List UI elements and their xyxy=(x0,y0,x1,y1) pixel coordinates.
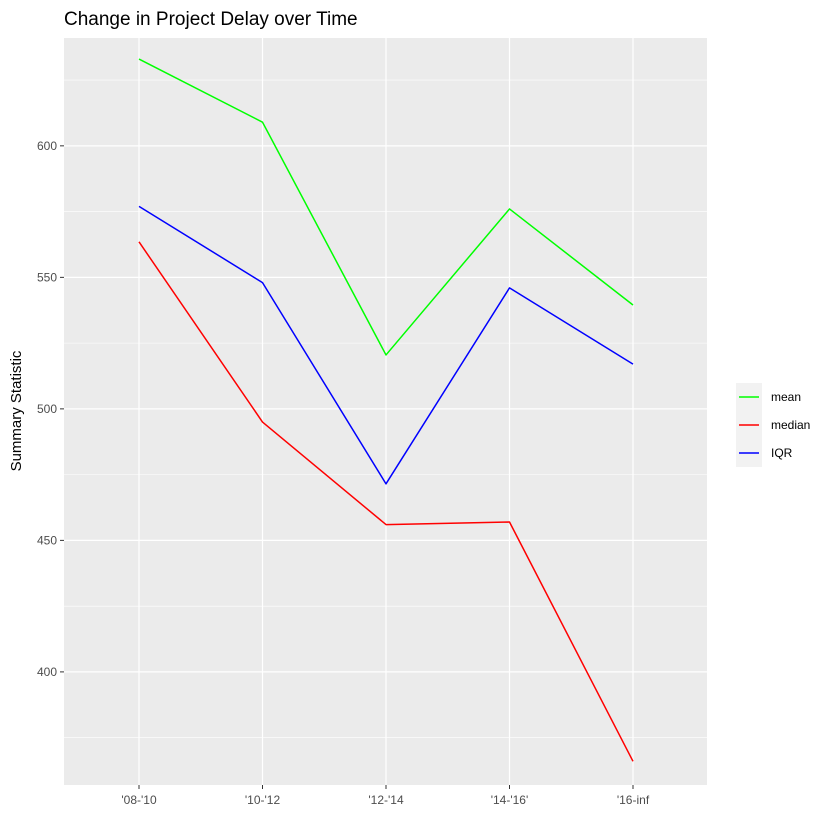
series-line-iqr xyxy=(138,205,634,485)
y-axis: 400 450 500 550 600 xyxy=(37,139,64,679)
series-line-mean xyxy=(138,58,634,356)
legend: mean median IQR xyxy=(736,383,810,467)
y-tick-label: 500 xyxy=(37,402,57,416)
x-tick-label: '08-'10 xyxy=(121,793,157,807)
y-tick-label: 550 xyxy=(37,270,57,284)
y-tick-label: 600 xyxy=(37,139,57,153)
y-axis-title: Summary Statistic xyxy=(8,350,25,471)
x-tick-label: '10-'12 xyxy=(245,793,281,807)
x-tick-label: '14-'16' xyxy=(491,793,529,807)
x-tick-label: '12-'14 xyxy=(368,793,404,807)
series-lines xyxy=(138,58,634,762)
legend-label: mean xyxy=(771,390,801,404)
series-line-median xyxy=(138,241,634,762)
chart-title: Change in Project Delay over Time xyxy=(64,9,358,30)
major-gridlines xyxy=(64,38,707,785)
legend-label: IQR xyxy=(771,446,793,460)
y-tick-label: 450 xyxy=(37,533,57,547)
legend-label: median xyxy=(771,418,810,432)
x-axis: '08-'10 '10-'12 '12-'14 '14-'16' '16-inf xyxy=(121,785,650,807)
x-tick-label: '16-inf xyxy=(617,793,650,807)
y-tick-label: 400 xyxy=(37,665,57,679)
